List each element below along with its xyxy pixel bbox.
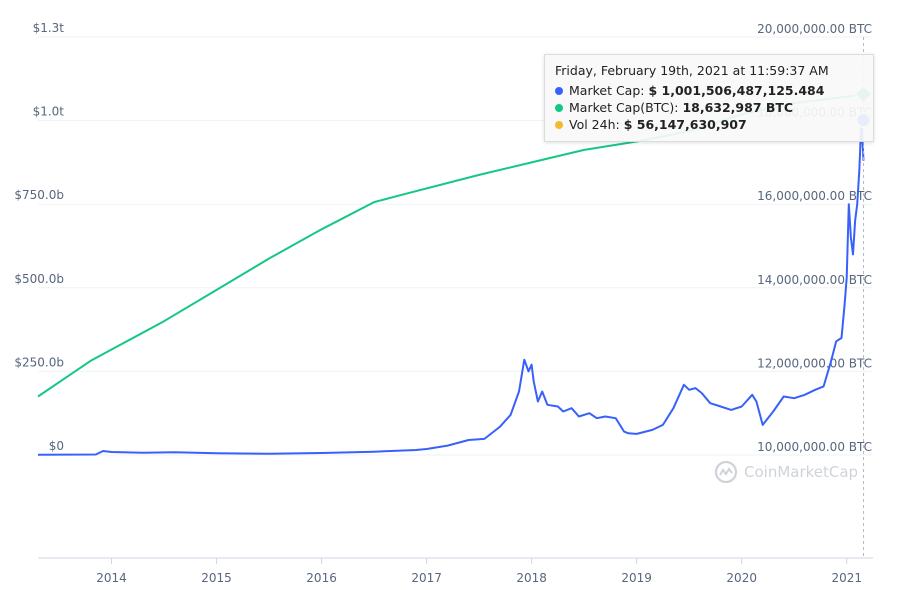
watermark-text: CoinMarketCap <box>744 463 859 481</box>
tooltip-date: Friday, February 19th, 2021 at 11:59:37 … <box>555 63 829 78</box>
y-left-tick-label: $250.0b <box>14 355 64 369</box>
y-left-tick-label: $1.3t <box>33 21 65 35</box>
left-y-axis: $0 $250.0b $500.0b $750.0b $1.0t $1.3t <box>14 21 64 453</box>
y-left-tick-label: $0 <box>49 439 64 453</box>
x-axis: 2014 2015 2016 2017 2018 2019 2020 2021 <box>38 557 873 585</box>
grid-lines <box>38 36 873 456</box>
tooltip-label: Market Cap: <box>569 83 645 98</box>
tooltip-label: Market Cap(BTC): <box>569 100 679 115</box>
y-right-tick-label: 20,000,000.00 BTC <box>757 22 872 36</box>
coinmarketcap-watermark: CoinMarketCap <box>714 460 858 484</box>
tooltip-label: Vol 24h: <box>569 117 620 132</box>
x-tick-label: 2019 <box>621 571 652 585</box>
market-cap-btc-dot-icon <box>555 103 563 112</box>
volume-dot-icon <box>555 120 563 129</box>
x-tick-label: 2014 <box>96 571 127 585</box>
tooltip-row-market-cap: Market Cap: $ 1,001,506,487,125.484 <box>555 82 863 99</box>
y-right-tick-label: 12,000,000.00 BTC <box>757 356 872 370</box>
tooltip-value: 18,632,987 BTC <box>682 100 794 115</box>
y-left-tick-label: $1.0t <box>33 105 65 119</box>
x-tick-label: 2018 <box>516 571 547 585</box>
x-tick-label: 2017 <box>411 571 442 585</box>
coinmarketcap-logo-icon <box>714 460 738 484</box>
tooltip-value: $ 1,001,506,487,125.484 <box>648 83 825 98</box>
hover-tooltip: Friday, February 19th, 2021 at 11:59:37 … <box>544 54 874 142</box>
tooltip-row-market-cap-btc: Market Cap(BTC): 18,632,987 BTC <box>555 99 863 116</box>
y-right-tick-label: 10,000,000.00 BTC <box>757 440 872 454</box>
x-tick-label: 2021 <box>831 571 862 585</box>
y-left-tick-label: $500.0b <box>14 272 64 286</box>
tooltip-row-vol-24h: Vol 24h: $ 56,147,630,907 <box>555 116 863 133</box>
series-lines <box>37 93 865 456</box>
x-tick-label: 2016 <box>306 571 337 585</box>
y-right-tick-label: 16,000,000.00 BTC <box>757 189 872 203</box>
market-cap-line <box>37 119 865 456</box>
tooltip-value: $ 56,147,630,907 <box>623 117 747 132</box>
x-tick-label: 2015 <box>201 571 232 585</box>
x-tick-label: 2020 <box>726 571 757 585</box>
y-right-tick-label: 14,000,000.00 BTC <box>757 273 872 287</box>
y-left-tick-label: $750.0b <box>14 188 64 202</box>
market-cap-dot-icon <box>555 86 563 95</box>
